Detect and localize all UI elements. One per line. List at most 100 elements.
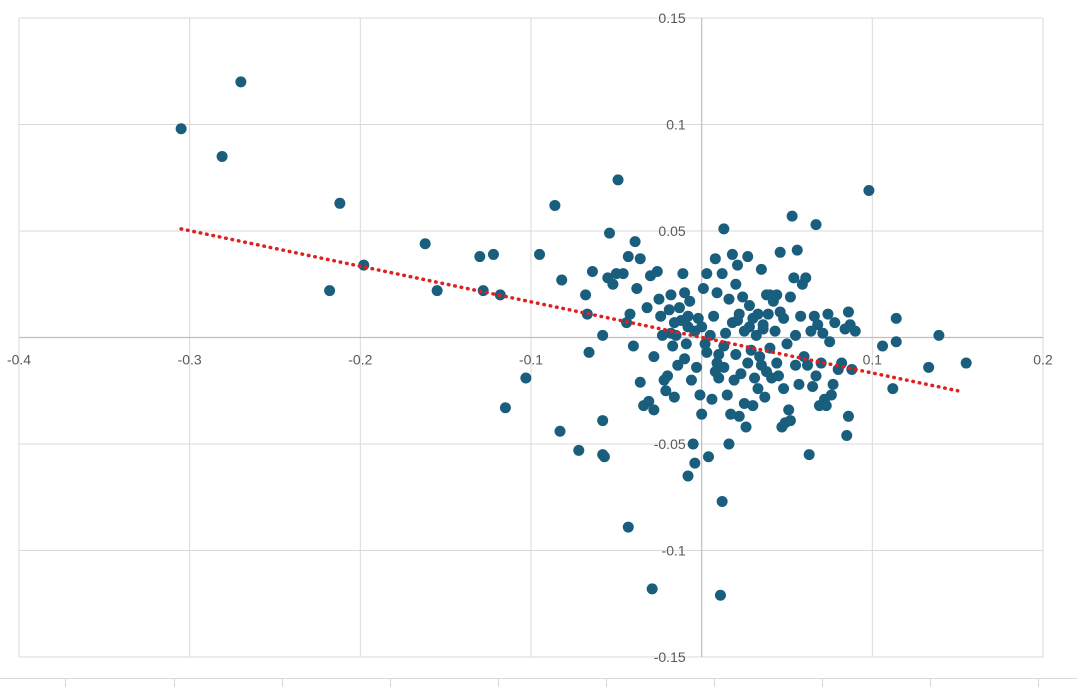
strip-tick bbox=[174, 679, 175, 687]
data-point bbox=[694, 389, 706, 401]
data-point bbox=[573, 444, 585, 456]
data-point bbox=[842, 410, 854, 422]
trend-layer bbox=[179, 227, 960, 393]
data-point bbox=[662, 370, 674, 382]
data-point bbox=[701, 268, 713, 280]
data-point bbox=[735, 368, 747, 380]
data-point bbox=[643, 395, 655, 407]
data-point bbox=[648, 351, 660, 363]
data-point bbox=[684, 295, 696, 307]
data-point bbox=[597, 329, 609, 341]
y-tick-label: -0.1 bbox=[662, 543, 686, 559]
data-point bbox=[786, 210, 798, 222]
data-point bbox=[687, 438, 699, 450]
data-point bbox=[175, 123, 187, 135]
data-point bbox=[682, 470, 694, 482]
data-point bbox=[743, 321, 755, 333]
data-point bbox=[960, 357, 972, 369]
data-point bbox=[677, 268, 689, 280]
data-point bbox=[646, 583, 658, 595]
data-point bbox=[788, 272, 800, 284]
data-point bbox=[655, 310, 667, 322]
data-point bbox=[890, 312, 902, 324]
x-tick-label: 0.1 bbox=[863, 352, 883, 368]
data-point bbox=[759, 391, 771, 403]
data-point bbox=[583, 346, 595, 358]
data-point bbox=[887, 383, 899, 395]
data-point bbox=[793, 378, 805, 390]
points-layer bbox=[175, 76, 972, 601]
data-point bbox=[737, 291, 749, 303]
data-point bbox=[738, 398, 750, 410]
data-point bbox=[520, 372, 532, 384]
y-tick-label: 0.15 bbox=[658, 10, 685, 26]
x-tick-label: -0.3 bbox=[178, 352, 202, 368]
data-point bbox=[808, 310, 820, 322]
data-point bbox=[801, 359, 813, 371]
data-point bbox=[810, 219, 822, 231]
data-point bbox=[701, 346, 713, 358]
data-point bbox=[822, 308, 834, 320]
data-point bbox=[810, 370, 822, 382]
data-point bbox=[612, 174, 624, 186]
data-point bbox=[783, 404, 795, 416]
data-point bbox=[720, 327, 732, 339]
data-point bbox=[754, 351, 766, 363]
data-point bbox=[622, 521, 634, 533]
data-point bbox=[702, 451, 714, 463]
data-point bbox=[622, 251, 634, 263]
data-point bbox=[730, 349, 742, 361]
data-point bbox=[699, 338, 711, 350]
data-point bbox=[651, 265, 663, 277]
data-point bbox=[711, 287, 723, 299]
y-tick-label: -0.05 bbox=[654, 436, 686, 452]
data-point bbox=[713, 372, 725, 384]
data-point bbox=[841, 429, 853, 441]
data-point bbox=[800, 272, 812, 284]
data-point bbox=[617, 268, 629, 280]
data-point bbox=[665, 327, 677, 339]
data-point bbox=[725, 408, 737, 420]
data-point bbox=[709, 253, 721, 265]
data-point bbox=[586, 265, 598, 277]
data-point bbox=[598, 451, 610, 463]
data-point bbox=[487, 248, 499, 260]
data-point bbox=[769, 325, 781, 337]
data-point bbox=[743, 300, 755, 312]
data-point bbox=[334, 197, 346, 209]
data-point bbox=[714, 589, 726, 601]
data-point bbox=[634, 253, 646, 265]
data-point bbox=[679, 287, 691, 299]
data-point bbox=[730, 278, 742, 290]
data-point bbox=[697, 283, 709, 295]
data-point bbox=[419, 238, 431, 250]
data-point bbox=[607, 278, 619, 290]
data-point bbox=[778, 383, 790, 395]
data-point bbox=[890, 336, 902, 348]
data-point bbox=[499, 402, 511, 414]
data-point bbox=[534, 248, 546, 260]
x-tick-label: -0.1 bbox=[519, 352, 543, 368]
x-tick-label: -0.4 bbox=[7, 352, 31, 368]
data-point bbox=[716, 268, 728, 280]
strip-tick bbox=[714, 679, 715, 687]
data-point bbox=[556, 274, 568, 286]
data-point bbox=[774, 306, 786, 318]
data-point bbox=[660, 385, 672, 397]
tick-labels: -0.4 -0.3 -0.2 -0.1 0.1 0.2 0.15 0.1 0.05 -0.05 -0… bbox=[7, 10, 1053, 665]
data-point bbox=[711, 357, 723, 369]
data-point bbox=[580, 289, 592, 301]
data-point bbox=[549, 199, 561, 211]
y-tick-label: 0.05 bbox=[658, 223, 685, 239]
data-point bbox=[624, 308, 636, 320]
data-point bbox=[718, 340, 730, 352]
data-point bbox=[696, 321, 708, 333]
data-point bbox=[713, 349, 725, 361]
data-point bbox=[696, 408, 708, 420]
data-point bbox=[723, 438, 735, 450]
data-point bbox=[863, 185, 875, 197]
data-point bbox=[740, 421, 752, 433]
data-point bbox=[923, 361, 935, 373]
data-point bbox=[716, 496, 728, 508]
data-point bbox=[726, 248, 738, 260]
